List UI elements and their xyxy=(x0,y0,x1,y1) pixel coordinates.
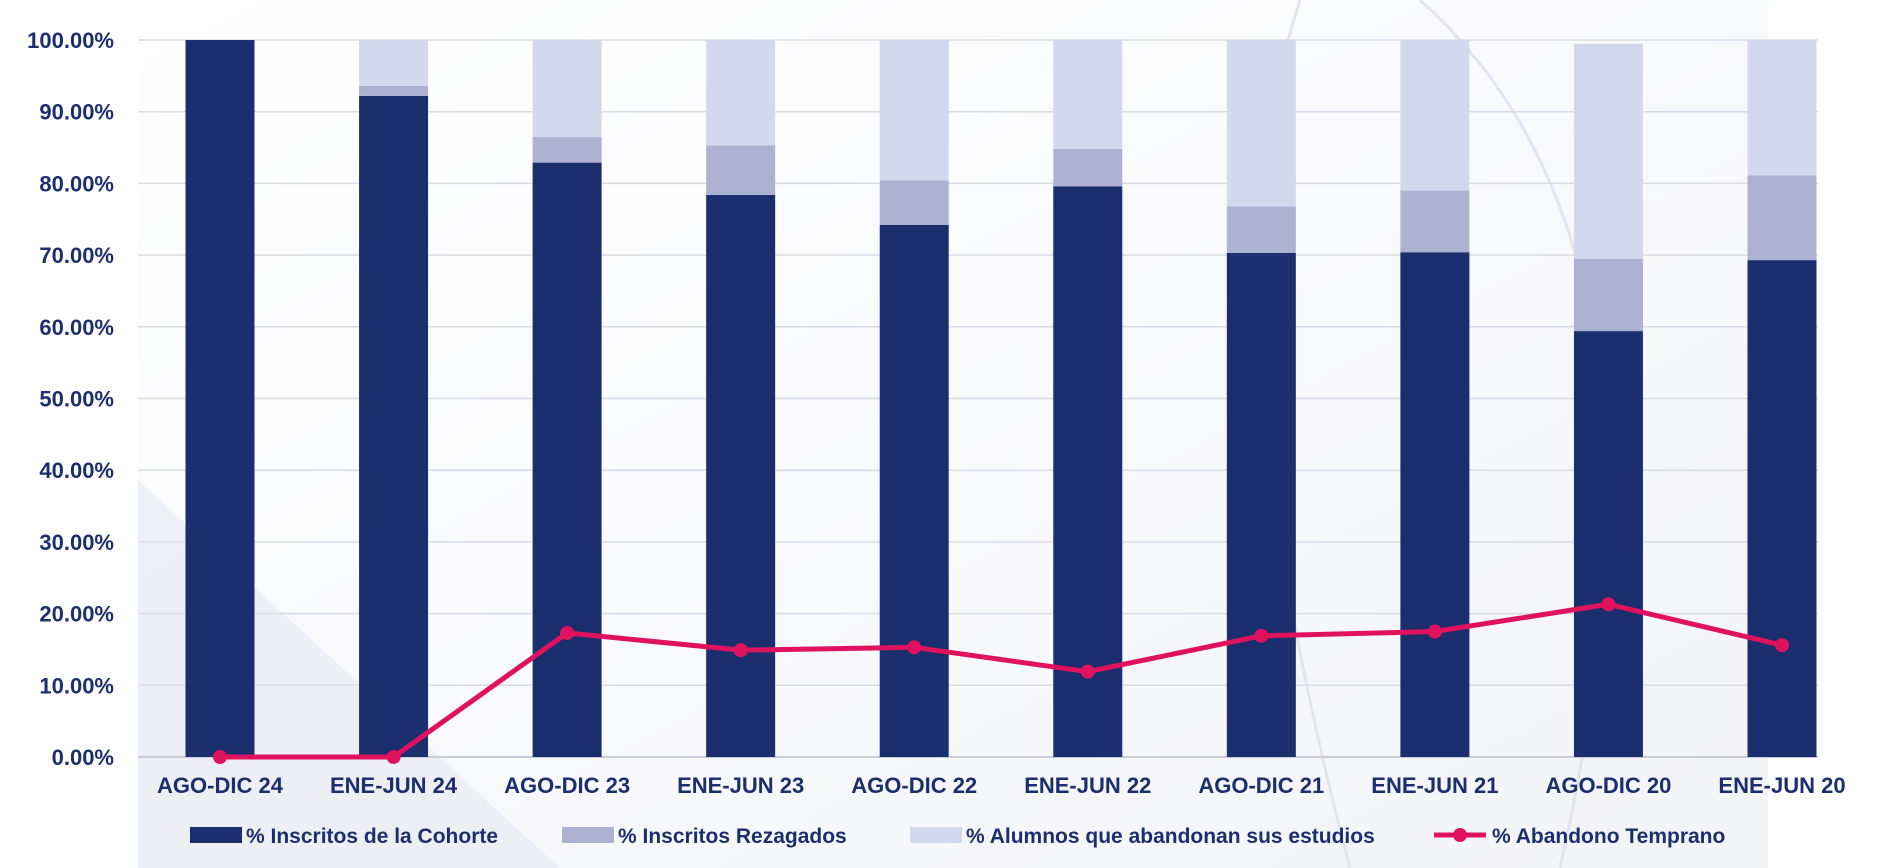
bar-segment xyxy=(532,162,602,757)
bar-segment xyxy=(359,85,429,96)
abandono-temprano-line xyxy=(213,597,1789,764)
x-tick-label: AGO-DIC 22 xyxy=(851,773,977,798)
legend: % Inscritos de la Cohorte % Inscritos Rez… xyxy=(190,825,1725,848)
bar-segment xyxy=(359,40,429,86)
legend-label: % Inscritos de la Cohorte xyxy=(246,825,498,848)
bar-segment xyxy=(1573,331,1643,757)
line-point xyxy=(1427,624,1442,639)
line-point xyxy=(386,750,401,764)
legend-label: % Alumnos que abandonan sus estudios xyxy=(966,825,1375,848)
bar-segment xyxy=(879,180,949,225)
legend-label: % Abandono Temprano xyxy=(1492,825,1725,848)
x-tick-label: AGO-DIC 21 xyxy=(1198,773,1324,798)
bar-segment xyxy=(1400,40,1470,191)
x-tick-label: AGO-DIC 20 xyxy=(1545,773,1671,798)
x-tick-label: ENE-JUN 21 xyxy=(1371,773,1498,798)
bar-segment xyxy=(879,224,949,758)
x-axis-tick-labels: AGO-DIC 24 ENE-JUN 24 AGO-DIC 23 ENE-JUN 23… xyxy=(157,773,1846,798)
bar-segment xyxy=(1747,40,1817,176)
bar-segment xyxy=(1226,252,1296,757)
y-tick-label: 40.00% xyxy=(39,458,114,483)
bar-segment xyxy=(1053,148,1123,187)
legend-label: % Inscritos Rezagados xyxy=(618,825,847,848)
line-point xyxy=(1080,664,1095,679)
bar-segment xyxy=(706,40,776,146)
y-tick-label: 100.00% xyxy=(27,28,114,53)
line-path xyxy=(220,601,1783,760)
y-tick-label: 90.00% xyxy=(39,100,114,125)
y-axis-tick-labels: 0.00% 10.00% 20.00% 30.00% 40.00% 50.00% 60.00… xyxy=(27,28,114,770)
bar-segment xyxy=(1400,252,1470,757)
bar-segment xyxy=(706,145,776,195)
bar-segment xyxy=(185,40,255,757)
x-tick-label: AGO-DIC 23 xyxy=(504,773,630,798)
bar-segment xyxy=(1573,258,1643,332)
y-tick-label: 70.00% xyxy=(39,243,114,268)
y-tick-label: 20.00% xyxy=(39,602,114,627)
legend-item: % Inscritos Rezagados xyxy=(562,825,847,848)
bar-segment xyxy=(1573,43,1643,259)
legend-swatch xyxy=(190,827,242,843)
x-tick-label: AGO-DIC 24 xyxy=(157,773,284,798)
bar-segment xyxy=(532,40,602,137)
line-point xyxy=(733,643,748,658)
y-tick-label: 0.00% xyxy=(52,745,114,770)
legend-item: % Inscritos de la Cohorte xyxy=(190,825,498,848)
line-point xyxy=(907,640,922,655)
line-point xyxy=(1254,628,1269,643)
x-tick-label: ENE-JUN 23 xyxy=(677,773,804,798)
legend-swatch xyxy=(910,827,962,843)
bar-segment xyxy=(1226,40,1296,207)
bar-segment xyxy=(706,194,776,757)
line-point xyxy=(213,750,227,764)
bars xyxy=(185,40,1817,758)
bar-segment xyxy=(1400,190,1470,253)
x-tick-label: ENE-JUN 20 xyxy=(1718,773,1845,798)
legend-item: % Abandono Temprano xyxy=(1434,825,1725,848)
bar-segment xyxy=(359,95,429,757)
y-tick-label: 60.00% xyxy=(39,315,114,340)
bar-segment xyxy=(879,40,949,181)
x-tick-label: ENE-JUN 22 xyxy=(1024,773,1151,798)
legend-swatch-marker xyxy=(1453,828,1467,842)
y-tick-label: 30.00% xyxy=(39,530,114,555)
legend-swatch xyxy=(562,827,614,843)
y-tick-label: 10.00% xyxy=(39,673,114,698)
bar-segment xyxy=(532,136,602,163)
bar-segment xyxy=(1747,260,1817,757)
bar-segment xyxy=(1747,175,1817,261)
legend-item: % Alumnos que abandonan sus estudios xyxy=(910,825,1375,848)
bar-segment xyxy=(1226,206,1296,253)
bar-segment xyxy=(1053,186,1123,757)
x-tick-label: ENE-JUN 24 xyxy=(330,773,458,798)
y-tick-label: 50.00% xyxy=(39,387,114,412)
bar-segment xyxy=(1053,40,1123,149)
line-point xyxy=(1601,597,1616,612)
line-point xyxy=(1775,638,1789,653)
line-point xyxy=(560,625,575,640)
y-tick-label: 80.00% xyxy=(39,171,114,196)
